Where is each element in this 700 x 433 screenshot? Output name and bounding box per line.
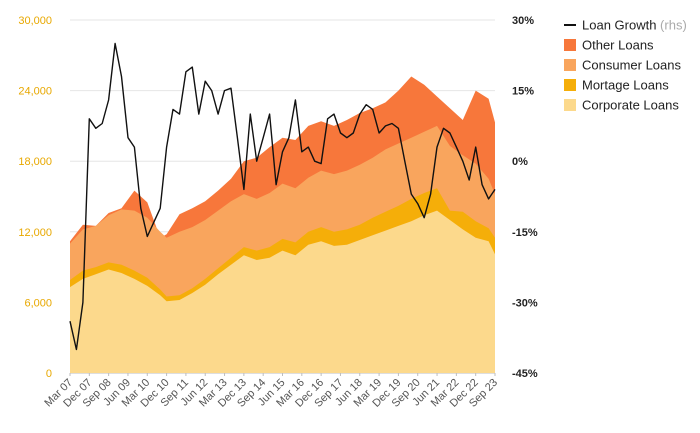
legend-swatch-corporate	[564, 99, 576, 111]
stacked-areas	[70, 76, 495, 374]
legend-swatch-other	[564, 39, 576, 51]
legend-label-mortgage: Mortage Loans	[582, 78, 669, 93]
legend-label-corporate: Corporate Loans	[582, 98, 679, 113]
left-tick-label: 24,000	[18, 86, 52, 98]
legend-sublabel: (rhs)	[656, 18, 686, 33]
right-tick-label: 15%	[512, 86, 534, 98]
legend-label-loan_growth: Loan Growth (rhs)	[582, 18, 687, 33]
right-axis: -45% -30% -15% 0% 15% 30%	[512, 15, 538, 380]
left-tick-label: 12,000	[18, 227, 52, 239]
right-tick-label: 30%	[512, 15, 534, 27]
left-tick-label: 18,000	[18, 156, 52, 168]
legend-swatch-mortgage	[564, 79, 576, 91]
legend: Loan Growth (rhs) Other Loans Consumer Loa…	[564, 18, 687, 113]
right-tick-label: -30%	[512, 297, 538, 309]
loan-growth-line	[69, 42, 496, 351]
legend-label-other: Other Loans	[582, 38, 654, 53]
legend-label-consumer: Consumer Loans	[582, 58, 681, 73]
left-tick-label: 0	[46, 368, 52, 380]
left-axis: 0 6,000 12,000 18,000 24,000 30,000	[18, 15, 52, 380]
area-corporate-loans	[70, 210, 495, 373]
loan-growth-line-group	[69, 42, 496, 351]
right-tick-label: -45%	[512, 368, 538, 380]
left-tick-label: 30,000	[18, 15, 52, 27]
legend-swatch-consumer	[564, 59, 576, 71]
right-tick-label: 0%	[512, 156, 528, 168]
right-tick-label: -15%	[512, 227, 538, 239]
left-tick-label: 6,000	[24, 297, 52, 309]
